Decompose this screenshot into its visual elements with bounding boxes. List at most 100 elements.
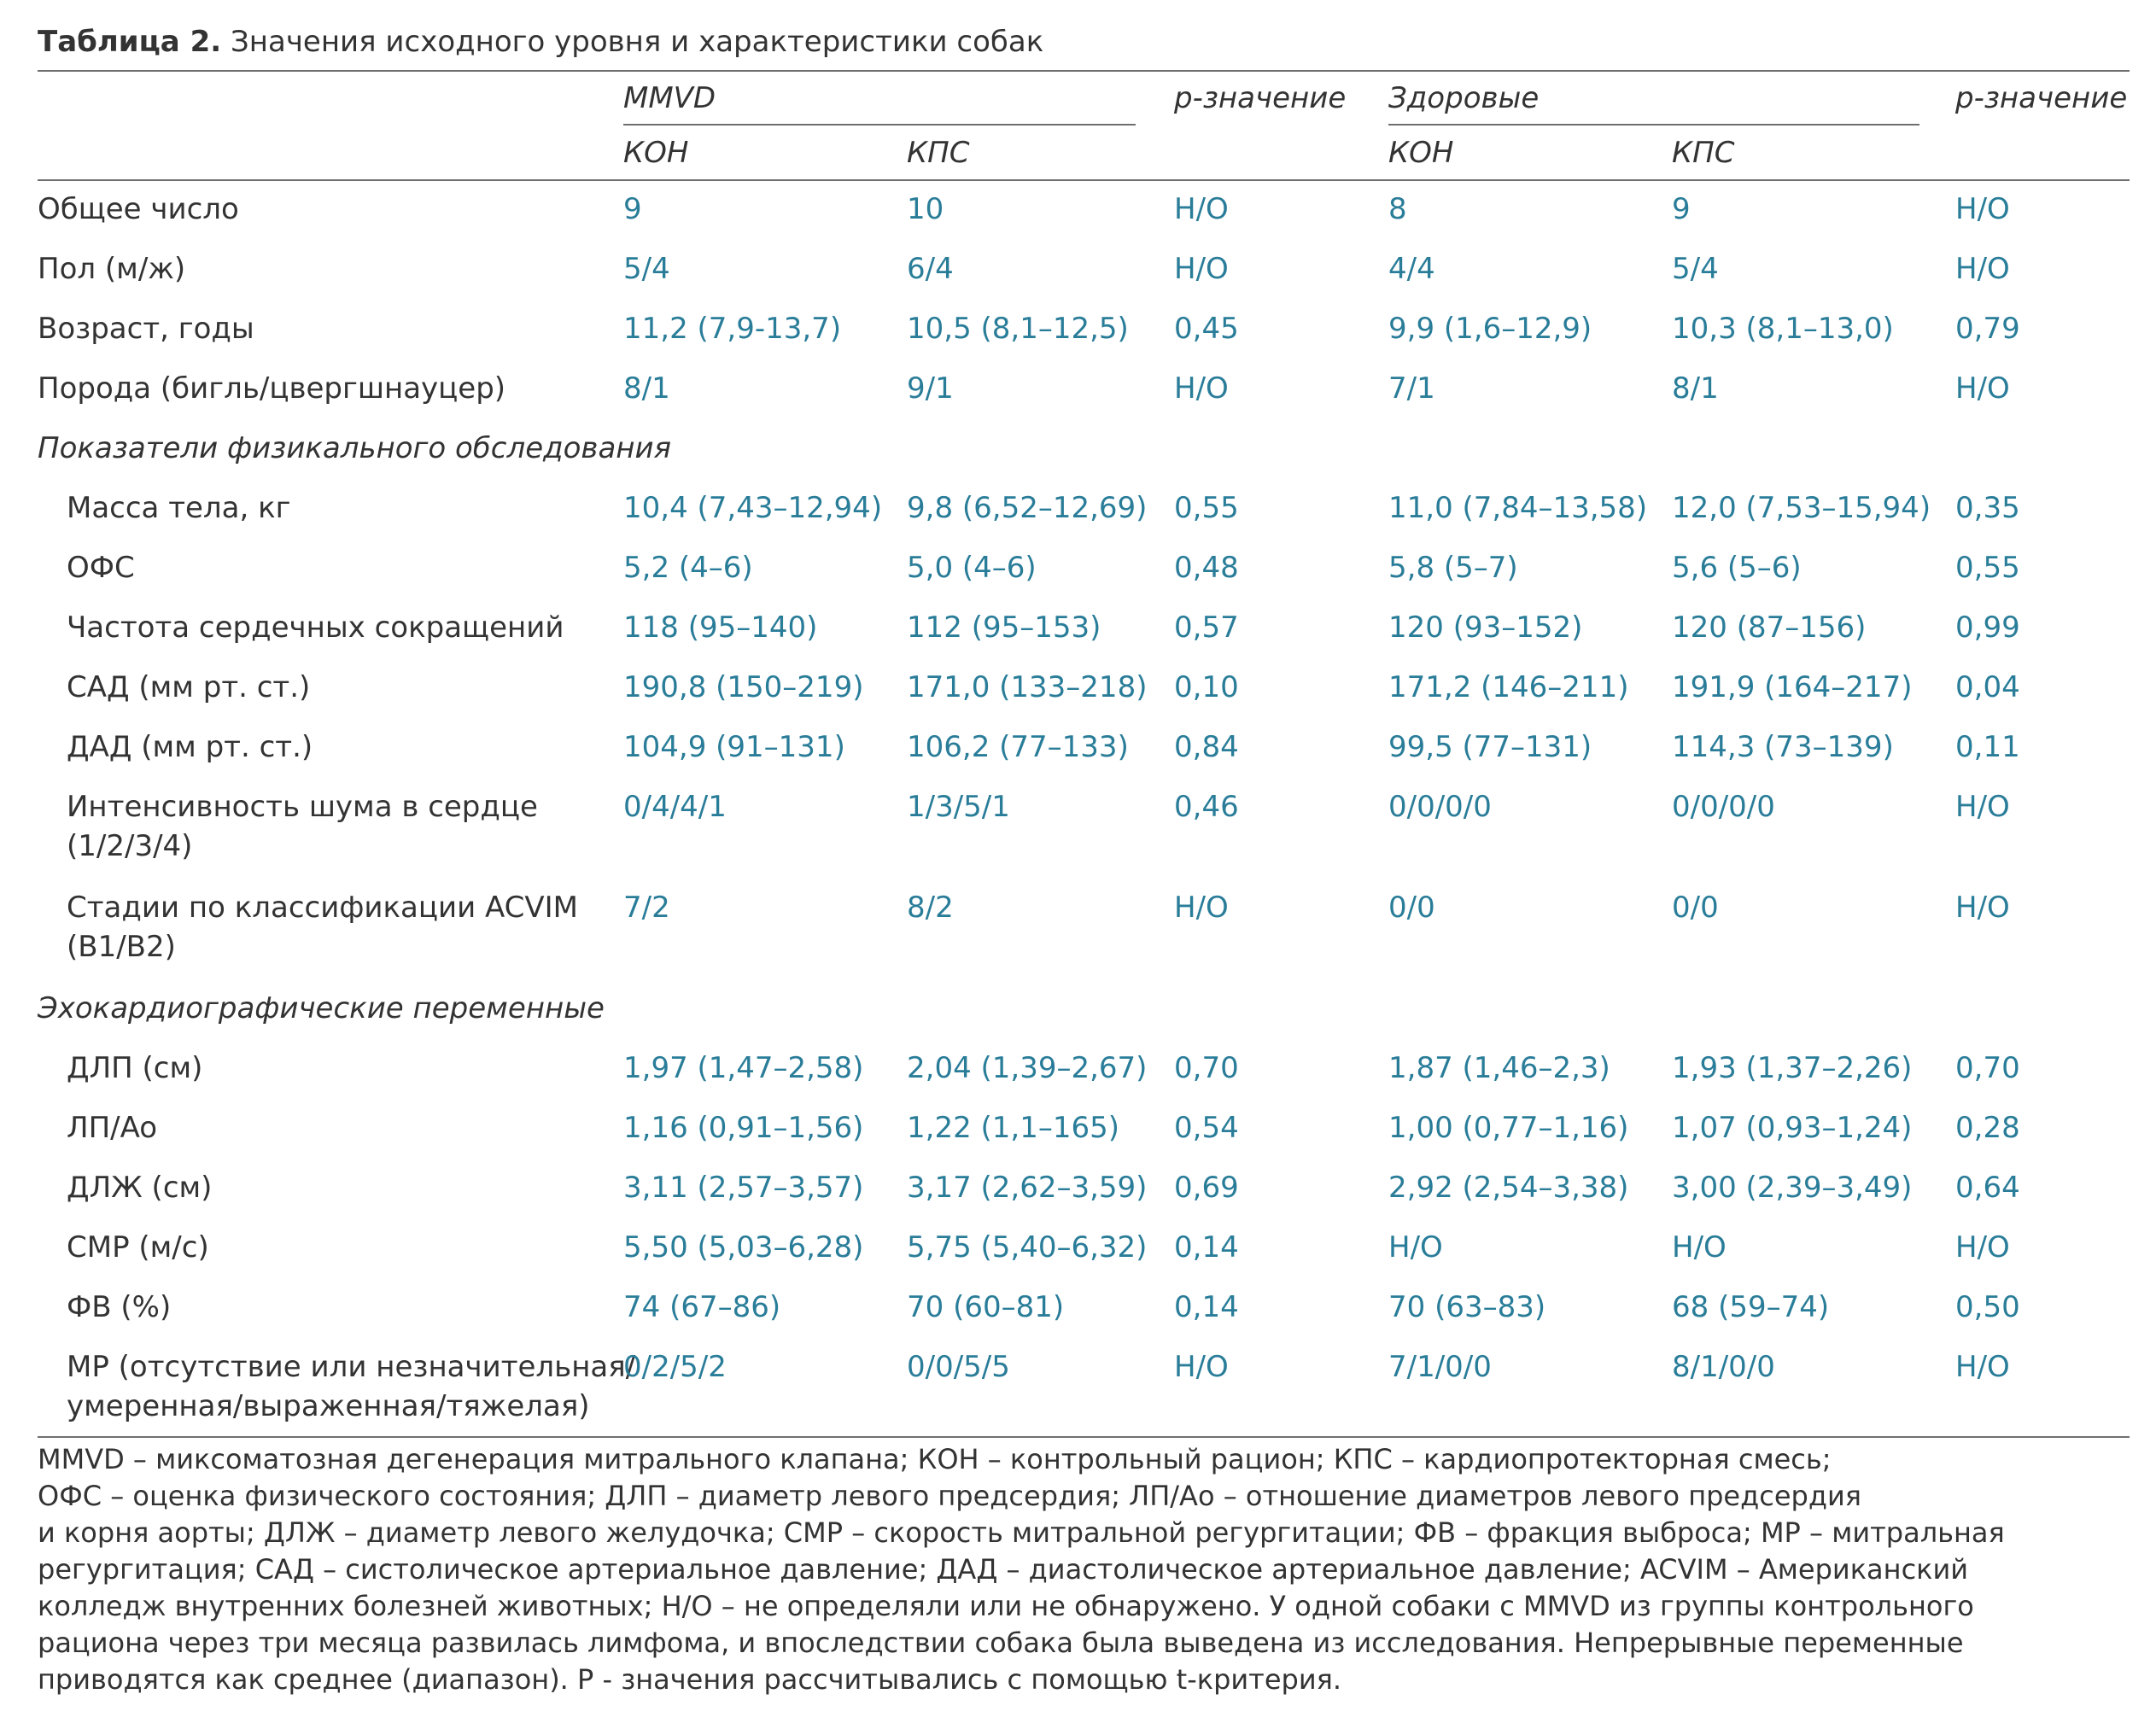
row-label: СМР (м/с) (67, 1230, 209, 1265)
cell-mmvd-kon: 3,11 (2,57–3,57) (623, 1171, 864, 1205)
cell-pvalue-1: 0,45 (1174, 312, 1239, 346)
cell-mmvd-kps: 1/3/5/1 (907, 790, 1010, 824)
cell-mmvd-kon: 0/4/4/1 (623, 790, 727, 824)
cell-pvalue-1: 0,84 (1174, 730, 1239, 764)
cell-mmvd-kps: 70 (60–81) (907, 1290, 1065, 1324)
cell-healthy-kon: 11,0 (7,84–13,58) (1388, 491, 1648, 525)
row-label: Пол (м/ж) (38, 252, 186, 286)
row-label: САД (мм рт. ст.) (67, 670, 311, 704)
cell-mmvd-kps: 9/1 (907, 371, 954, 406)
cell-healthy-kps: 3,00 (2,39–3,49) (1672, 1171, 1913, 1205)
cell-healthy-kon: 2,92 (2,54–3,38) (1388, 1171, 1629, 1205)
cell-pvalue-1: 0,55 (1174, 491, 1239, 525)
cell-pvalue-2: Н/О (1955, 1230, 2010, 1265)
cell-pvalue-2: 0,99 (1955, 610, 2020, 645)
section-echocardiography: Эхокардиографические переменные (38, 991, 605, 1025)
row-label: Возраст, годы (38, 312, 254, 346)
cell-healthy-kps: 1,93 (1,37–2,26) (1672, 1051, 1913, 1085)
cell-healthy-kon: Н/О (1388, 1230, 1443, 1265)
cell-healthy-kon: 70 (63–83) (1388, 1290, 1546, 1324)
cell-pvalue-2: 0,11 (1955, 730, 2020, 764)
cell-mmvd-kon: 9 (623, 192, 642, 226)
cell-mmvd-kps: 9,8 (6,52–12,69) (907, 491, 1148, 525)
cell-pvalue-1: 0,48 (1174, 551, 1239, 585)
row-label-continued: (B1/B2) (67, 930, 176, 964)
cell-pvalue-1: 0,54 (1174, 1111, 1239, 1145)
footnote-line: регургитация; САД – систолическое артери… (38, 1553, 1969, 1586)
header-kps-mmvd: КПС (907, 136, 970, 170)
caption-label: Таблица 2. (38, 25, 222, 59)
cell-pvalue-2: 0,55 (1955, 551, 2020, 585)
row-label: ОФС (67, 551, 135, 585)
cell-healthy-kon: 99,5 (77–131) (1388, 730, 1592, 764)
row-label: Масса тела, кг (67, 491, 291, 525)
cell-pvalue-1: 0,57 (1174, 610, 1239, 645)
cell-healthy-kon: 9,9 (1,6–12,9) (1388, 312, 1592, 346)
row-label: ДЛЖ (см) (67, 1171, 213, 1205)
cell-mmvd-kon: 118 (95–140) (623, 610, 818, 645)
mmvd-underline (623, 124, 1136, 126)
footnote-line: колледж внутренних болезней животных; Н/… (38, 1590, 1974, 1622)
cell-pvalue-1: Н/О (1174, 252, 1229, 286)
cell-mmvd-kps: 8/2 (907, 891, 954, 925)
cell-mmvd-kon: 11,2 (7,9-13,7) (623, 312, 842, 346)
cell-pvalue-1: 0,10 (1174, 670, 1239, 704)
header-mmvd: MMVD (623, 81, 716, 115)
cell-healthy-kon: 8 (1388, 192, 1407, 226)
cell-pvalue-2: 0,04 (1955, 670, 2020, 704)
row-label-continued: умеренная/выраженная/тяжелая) (67, 1389, 590, 1423)
bottom-rule (38, 1436, 2130, 1438)
cell-pvalue-1: 0,14 (1174, 1290, 1239, 1324)
table-footnote: MMVD – миксоматозная дегенерация митраль… (38, 1441, 2121, 1698)
cell-mmvd-kon: 1,97 (1,47–2,58) (623, 1051, 864, 1085)
cell-mmvd-kon: 1,16 (0,91–1,56) (623, 1111, 864, 1145)
cell-pvalue-2: 0,35 (1955, 491, 2020, 525)
cell-healthy-kps: 1,07 (0,93–1,24) (1672, 1111, 1913, 1145)
cell-pvalue-2: Н/О (1955, 252, 2010, 286)
cell-mmvd-kps: 5,0 (4–6) (907, 551, 1037, 585)
cell-mmvd-kon: 0/2/5/2 (623, 1350, 727, 1384)
cell-healthy-kon: 5,8 (5–7) (1388, 551, 1518, 585)
cell-mmvd-kon: 104,9 (91–131) (623, 730, 845, 764)
cell-healthy-kps: Н/О (1672, 1230, 1727, 1265)
cell-pvalue-1: 0,14 (1174, 1230, 1239, 1265)
cell-healthy-kon: 4/4 (1388, 252, 1435, 286)
row-label: Порода (бигль/цвергшнауцер) (38, 371, 506, 406)
cell-healthy-kon: 0/0 (1388, 891, 1435, 925)
row-label: Общее число (38, 192, 239, 226)
top-rule (38, 70, 2130, 72)
cell-healthy-kps: 114,3 (73–139) (1672, 730, 1894, 764)
cell-pvalue-1: 0,46 (1174, 790, 1239, 824)
caption-text: Значения исходного уровня и характеристи… (221, 25, 1044, 59)
header-kps-healthy: КПС (1672, 136, 1735, 170)
cell-mmvd-kon: 10,4 (7,43–12,94) (623, 491, 883, 525)
header-kon-healthy: КОН (1388, 136, 1454, 170)
cell-mmvd-kps: 0/0/5/5 (907, 1350, 1010, 1384)
cell-healthy-kon: 1,00 (0,77–1,16) (1388, 1111, 1629, 1145)
row-label-continued: (1/2/3/4) (67, 829, 193, 863)
header-healthy: Здоровые (1388, 81, 1540, 115)
cell-mmvd-kps: 3,17 (2,62–3,59) (907, 1171, 1148, 1205)
cell-healthy-kon: 120 (93–152) (1388, 610, 1583, 645)
cell-healthy-kon: 1,87 (1,46–2,3) (1388, 1051, 1610, 1085)
table-caption: Таблица 2. Значения исходного уровня и х… (38, 20, 1043, 63)
footnote-line: MMVD – миксоматозная дегенерация митраль… (38, 1443, 1832, 1475)
row-label: ЛП/Ao (67, 1111, 158, 1145)
cell-mmvd-kon: 190,8 (150–219) (623, 670, 864, 704)
row-label: Стадии по классификации ACVIM (67, 891, 579, 925)
cell-pvalue-1: 0,69 (1174, 1171, 1239, 1205)
cell-pvalue-1: 0,70 (1174, 1051, 1239, 1085)
healthy-underline (1388, 124, 1919, 126)
cell-healthy-kon: 171,2 (146–211) (1388, 670, 1629, 704)
cell-healthy-kps: 0/0 (1672, 891, 1719, 925)
cell-healthy-kps: 191,9 (164–217) (1672, 670, 1913, 704)
cell-mmvd-kps: 1,22 (1,1–165) (907, 1111, 1120, 1145)
cell-mmvd-kps: 10 (907, 192, 944, 226)
cell-healthy-kon: 7/1/0/0 (1388, 1350, 1492, 1384)
cell-mmvd-kon: 8/1 (623, 371, 670, 406)
cell-pvalue-2: 0,64 (1955, 1171, 2020, 1205)
cell-pvalue-1: Н/О (1174, 1350, 1229, 1384)
cell-healthy-kon: 7/1 (1388, 371, 1435, 406)
cell-pvalue-2: Н/О (1955, 1350, 2010, 1384)
